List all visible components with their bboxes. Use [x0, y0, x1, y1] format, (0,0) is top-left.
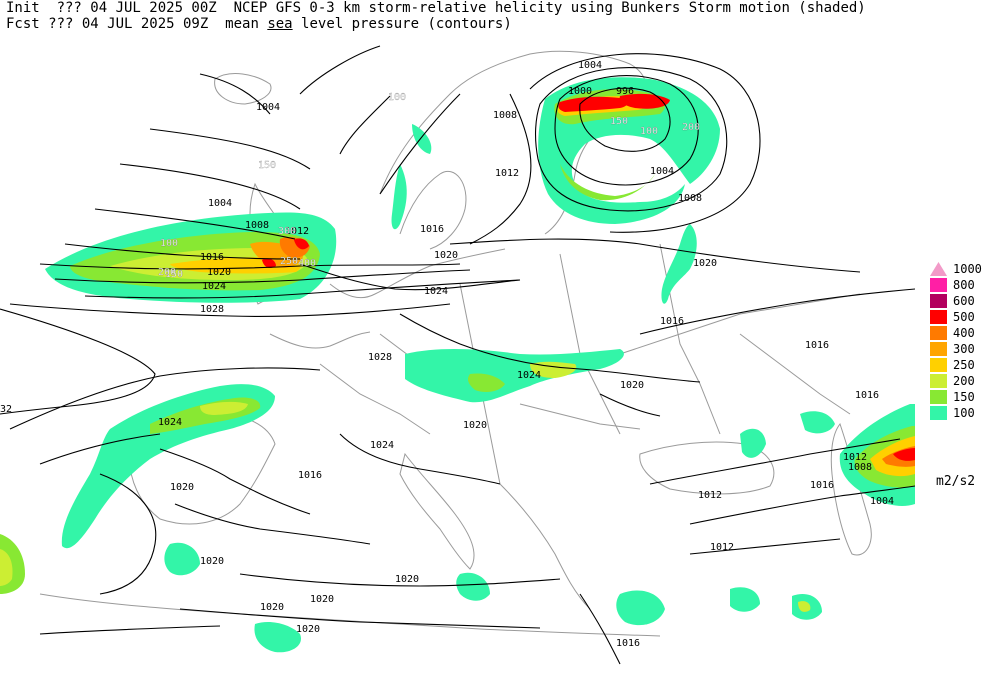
weather-map: 1004 1004 1008 1012 1016 1020 1024 1028 … [0, 45, 915, 665]
isobar-label: 1012 [698, 490, 722, 501]
helicity-label: 100 [640, 126, 658, 137]
legend-row: 100 [926, 406, 998, 422]
isobar-label: 996 [616, 86, 634, 97]
isobar-label: 1028 [200, 304, 224, 315]
legend-row: 1000 [926, 262, 998, 278]
legend-label: 100 [953, 406, 975, 420]
isobar-label: 1020 [463, 420, 487, 431]
isobar-label: 1024 [202, 281, 226, 292]
isobar-label: 1016 [616, 638, 640, 649]
legend-swatch [930, 278, 947, 292]
legend-label: 250 [953, 358, 975, 372]
helicity-label: 150 [610, 116, 628, 127]
isobar-label: 1016 [805, 340, 829, 351]
isobar-labels: 1004 1004 1008 1012 1016 1020 1024 1028 … [0, 60, 894, 649]
contour-desc-pre: mean [225, 16, 268, 32]
legend-label: 800 [953, 278, 975, 292]
contour-desc-underlined: sea [267, 16, 293, 32]
map-title: NCEP GFS 0-3 km storm-relative helicity … [233, 0, 866, 16]
helicity-label: 250 [280, 256, 298, 267]
isobar-label: 1020 [296, 624, 320, 635]
legend-swatch-triangle [930, 262, 947, 276]
isobar-label: 1020 [260, 602, 284, 613]
isobar-label: 1000 [568, 86, 592, 97]
legend-swatch [930, 342, 947, 356]
isobar-label: 1016 [855, 390, 879, 401]
isobar-label: 1004 [578, 60, 602, 71]
init-time-text: Init ??? 04 JUL 2025 00Z [6, 0, 234, 16]
isobar-label: 1008 [245, 220, 269, 231]
legend-label: 300 [953, 342, 975, 356]
legend-swatch [930, 374, 947, 388]
isobar-label: 1012 [843, 452, 867, 463]
helicity-label: 150 [258, 160, 276, 171]
isobar-label: 1004 [650, 166, 674, 177]
legend-row: 500 [926, 310, 998, 326]
helicity-label: 200 [158, 267, 176, 278]
isobar-label: 1016 [200, 252, 224, 263]
isobar-label: 1004 [870, 496, 894, 507]
isobar-label: 1024 [158, 417, 182, 428]
isobar-label: 1020 [693, 258, 717, 269]
legend-label: 200 [953, 374, 975, 388]
isobars [0, 45, 915, 665]
isobar-label: 1008 [678, 193, 702, 204]
isobar-label: 1024 [424, 286, 448, 297]
legend-swatch [930, 390, 947, 404]
isobar-label: 1020 [620, 380, 644, 391]
legend-label: 150 [953, 390, 975, 404]
legend-row: 800 [926, 278, 998, 294]
isobar-label: 1008 [848, 462, 872, 473]
legend-label: 500 [953, 310, 975, 324]
legend-row: 400 [926, 326, 998, 342]
isobar-label: 1016 [420, 224, 444, 235]
forecast-time-text: Fcst ??? 04 JUL 2025 09Z [6, 16, 226, 32]
helicity-labels: 100 150 200 250 300 400 100 150 200 100 … [158, 92, 700, 280]
legend-swatch [930, 326, 947, 340]
isobar-label: 1016 [298, 470, 322, 481]
isobar-label: 1020 [310, 594, 334, 605]
helicity-label: 100 [388, 92, 406, 103]
isobar-label: 32 [0, 404, 12, 415]
isobar-label: 1020 [207, 267, 231, 278]
helicity-shading [0, 77, 915, 653]
legend-row: 600 [926, 294, 998, 310]
color-legend: 1000 800 600 500 400 300 250 200 150 100 [926, 258, 998, 420]
legend-row: 250 [926, 358, 998, 374]
isobar-label: 1016 [810, 480, 834, 491]
isobar-label: 1020 [395, 574, 419, 585]
isobar-label: 1028 [368, 352, 392, 363]
legend-swatch [930, 406, 947, 420]
header-line-2: Fcst ??? 04 JUL 2025 09Z mean sea level … [6, 16, 512, 32]
header-line-1: Init ??? 04 JUL 2025 00Z NCEP GFS 0-3 km… [6, 0, 866, 16]
helicity-label: 400 [298, 258, 316, 269]
legend-label: 400 [953, 326, 975, 340]
isobar-label: 1004 [208, 198, 232, 209]
isobar-label: 1020 [170, 482, 194, 493]
isobar-label: 1016 [660, 316, 684, 327]
legend-units: m2/s2 [936, 474, 976, 489]
legend-swatch [930, 358, 947, 372]
contour-desc-post: level pressure (contours) [292, 16, 512, 32]
legend-row: 150 [926, 390, 998, 406]
isobar-label: 1012 [285, 226, 309, 237]
legend-label: 1000 [953, 262, 982, 276]
legend-label: 600 [953, 294, 975, 308]
helicity-label: 300 [278, 226, 296, 237]
isobar-label: 1012 [495, 168, 519, 179]
legend-row: 200 [926, 374, 998, 390]
legend-swatch [930, 310, 947, 324]
isobar-label: 1020 [434, 250, 458, 261]
isobar-label: 1008 [493, 110, 517, 121]
isobar-label: 1012 [710, 542, 734, 553]
helicity-label: 150 [165, 269, 183, 280]
legend-swatch [930, 294, 947, 308]
helicity-label: 100 [160, 238, 178, 249]
helicity-label: 200 [682, 122, 700, 133]
legend-row: 300 [926, 342, 998, 358]
isobar-label: 1004 [256, 102, 280, 113]
isobar-label: 1024 [517, 370, 541, 381]
isobar-label: 1024 [370, 440, 394, 451]
isobar-label: 1020 [200, 556, 224, 567]
